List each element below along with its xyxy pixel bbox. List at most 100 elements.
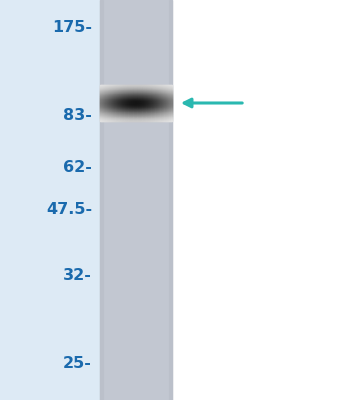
Bar [149, 85, 150, 86]
Bar [139, 112, 140, 113]
Bar [137, 103, 138, 104]
Bar [101, 108, 102, 109]
Bar [122, 100, 123, 101]
Bar [116, 116, 117, 117]
Bar [160, 107, 161, 108]
Bar [110, 101, 111, 102]
Bar [168, 102, 169, 103]
Bar [157, 92, 158, 93]
Bar [123, 110, 124, 111]
Bar [145, 90, 146, 91]
Bar [112, 119, 113, 120]
Bar [135, 119, 136, 120]
Bar [125, 108, 126, 109]
Bar [104, 113, 105, 114]
Bar [159, 87, 160, 88]
Bar [137, 110, 138, 111]
Bar [152, 91, 153, 92]
Bar [161, 86, 162, 87]
Bar [107, 117, 108, 118]
Bar [121, 89, 122, 90]
Bar [108, 89, 109, 90]
Bar [159, 97, 160, 98]
Bar [109, 90, 110, 91]
Bar [113, 108, 114, 109]
Bar [148, 94, 149, 95]
Bar [111, 114, 112, 115]
Bar [122, 112, 123, 113]
Bar [119, 107, 120, 108]
Bar [147, 91, 148, 92]
Bar [169, 0, 172, 400]
Bar [141, 115, 142, 116]
Bar [158, 109, 159, 110]
Bar [110, 107, 111, 108]
Bar [124, 85, 125, 86]
Bar [111, 120, 112, 121]
Bar [160, 109, 161, 110]
Bar [109, 100, 110, 101]
Bar [100, 100, 101, 101]
Bar [163, 87, 164, 88]
Bar [112, 95, 113, 96]
Bar [163, 86, 164, 87]
Bar [118, 109, 119, 110]
Bar [140, 108, 141, 109]
Bar [124, 90, 125, 91]
Bar [158, 86, 159, 87]
Bar [170, 107, 171, 108]
Bar [140, 96, 141, 97]
Bar [101, 91, 102, 92]
Bar [104, 109, 105, 110]
Bar [134, 94, 135, 95]
Bar [116, 92, 117, 93]
Bar [104, 114, 105, 115]
Bar [114, 99, 115, 100]
Bar [104, 117, 105, 118]
Bar [118, 91, 119, 92]
Bar [146, 85, 147, 86]
Bar [112, 102, 113, 103]
Bar [142, 119, 143, 120]
Bar [103, 115, 104, 116]
Bar [131, 85, 132, 86]
Bar [148, 92, 149, 93]
Bar [102, 102, 103, 103]
Bar [169, 104, 170, 105]
Bar [114, 92, 115, 93]
Bar [100, 114, 101, 115]
Bar [158, 104, 159, 105]
Bar [149, 108, 150, 109]
Bar [144, 109, 145, 110]
Bar [162, 86, 163, 87]
Bar [142, 110, 143, 111]
Bar [113, 92, 114, 93]
Bar [136, 120, 137, 121]
Bar [165, 95, 166, 96]
Bar [125, 115, 126, 116]
Bar [139, 115, 140, 116]
Bar [139, 102, 140, 103]
Bar [126, 92, 127, 93]
Bar [148, 105, 149, 106]
Bar [129, 105, 130, 106]
Bar [116, 105, 117, 106]
Bar [164, 85, 165, 86]
Bar [155, 113, 156, 114]
Bar [122, 116, 123, 117]
Bar [166, 89, 167, 90]
Bar [156, 98, 157, 99]
Bar [117, 104, 118, 105]
Bar [135, 95, 136, 96]
Bar [156, 97, 157, 98]
Bar [133, 107, 134, 108]
Bar [134, 100, 135, 101]
Bar [142, 112, 143, 113]
Bar [164, 86, 165, 87]
Bar [129, 114, 130, 115]
Bar [152, 86, 153, 87]
Bar [109, 97, 110, 98]
Bar [143, 120, 144, 121]
Bar [168, 108, 169, 109]
Bar [161, 104, 162, 105]
